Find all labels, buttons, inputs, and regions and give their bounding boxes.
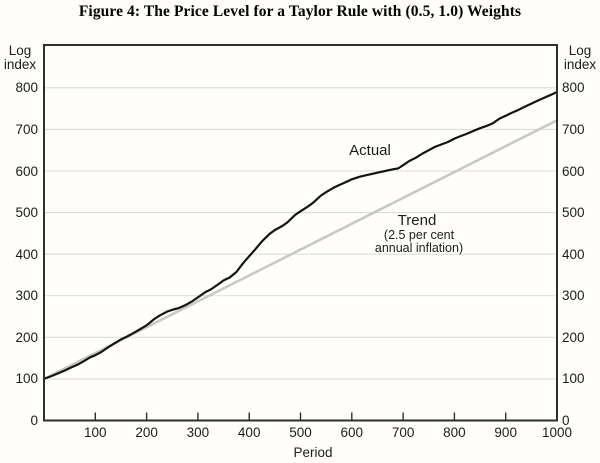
x-tick-label-700: 700 bbox=[391, 425, 415, 440]
y-tick-label-right-800: 800 bbox=[562, 80, 585, 96]
actual-line bbox=[42, 90, 559, 380]
y-tick-label-left-400: 400 bbox=[15, 246, 38, 262]
actual-series-label: Actual bbox=[349, 142, 391, 159]
left-axis-unit-line2: index bbox=[3, 57, 37, 72]
plot-frame bbox=[43, 44, 558, 422]
y-tick-label-left-100: 100 bbox=[15, 371, 38, 387]
y-tick-label-right-600: 600 bbox=[562, 163, 585, 179]
x-tick-label-800: 800 bbox=[443, 425, 466, 440]
x-tick-label-400: 400 bbox=[237, 425, 261, 440]
x-tick-label-500: 500 bbox=[289, 425, 312, 440]
trend-series-label: Trend bbox=[397, 212, 437, 229]
x-tick-label-200: 200 bbox=[135, 425, 158, 440]
figure-title: Figure 4: The Price Level for a Taylor R… bbox=[78, 3, 522, 20]
right-axis-unit-line2: index bbox=[563, 57, 597, 72]
y-tick-label-right-400: 400 bbox=[562, 246, 585, 262]
x-tick-label-300: 300 bbox=[186, 425, 210, 440]
y-tick-label-right-0: 0 bbox=[562, 413, 570, 428]
y-tick-label-right-700: 700 bbox=[562, 121, 585, 137]
y-tick-label-right-100: 100 bbox=[562, 371, 585, 387]
x-tick-label-600: 600 bbox=[340, 425, 364, 440]
y-tick-label-left-500: 500 bbox=[15, 205, 38, 221]
trend-series-sublabel-2: annual inflation) bbox=[374, 241, 464, 255]
right-axis-unit-label: Log index bbox=[558, 44, 600, 72]
y-tick-label-left-800: 800 bbox=[15, 80, 38, 96]
y-tick-label-left-700: 700 bbox=[15, 121, 38, 137]
x-tick-label-1000: 1000 bbox=[541, 425, 573, 440]
x-tick-label-100: 100 bbox=[84, 425, 107, 440]
y-tick-label-right-200: 200 bbox=[562, 329, 585, 345]
y-tick-label-left-0: 0 bbox=[30, 413, 38, 428]
x-tick-label-900: 900 bbox=[494, 425, 517, 440]
y-tick-label-left-200: 200 bbox=[15, 329, 38, 345]
x-axis-title: Period bbox=[293, 445, 333, 460]
y-tick-label-right-500: 500 bbox=[562, 205, 585, 221]
left-axis-unit-label: Log index bbox=[0, 44, 42, 72]
y-tick-label-left-300: 300 bbox=[15, 288, 38, 304]
y-tick-label-left-600: 600 bbox=[15, 163, 38, 179]
y-tick-label-right-300: 300 bbox=[562, 288, 585, 304]
right-axis-unit-line1: Log bbox=[568, 43, 592, 58]
left-axis-unit-line1: Log bbox=[8, 43, 32, 58]
trend-series-sublabel-1: (2.5 per cent bbox=[383, 228, 455, 242]
